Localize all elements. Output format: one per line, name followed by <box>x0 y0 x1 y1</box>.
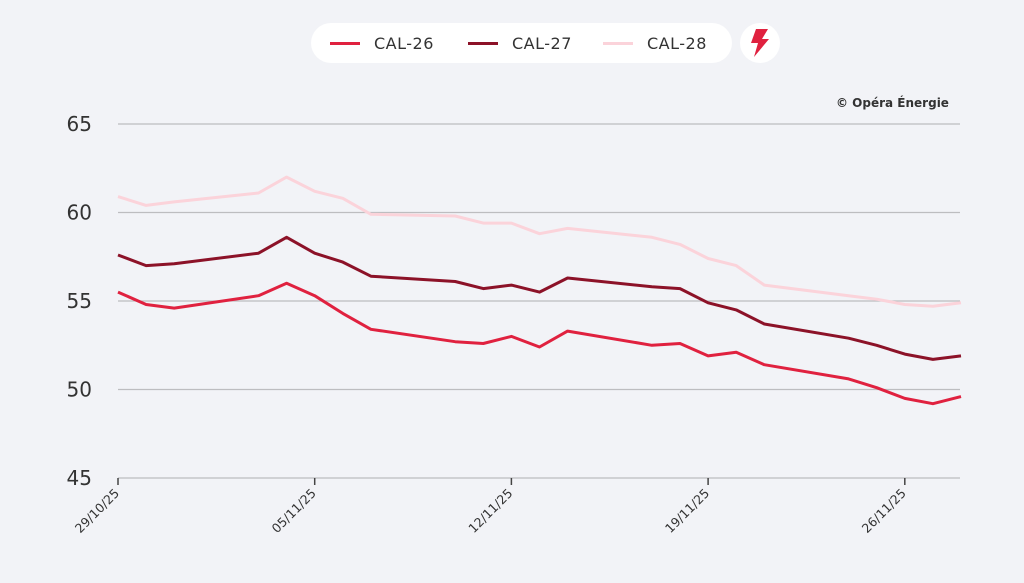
series-line-cal-27 <box>117 235 962 361</box>
lightning-bolt-icon <box>751 29 769 57</box>
series-line-cal-26 <box>117 281 962 406</box>
copyright: © Opéra Énergie <box>836 96 949 110</box>
x-tick-label: 19/11/25 <box>662 486 712 536</box>
legend-swatch <box>468 41 498 45</box>
legend-item-cal-28[interactable]: CAL-28 <box>603 23 707 63</box>
x-tick-label: 12/11/25 <box>465 486 515 536</box>
y-tick-label: 45 <box>67 466 92 490</box>
legend-label: CAL-26 <box>374 33 434 53</box>
legend-label: CAL-27 <box>512 33 572 53</box>
y-tick-label: 50 <box>67 378 92 402</box>
y-tick-label: 60 <box>67 201 92 225</box>
legend-swatch <box>330 41 360 45</box>
legend: CAL-26 CAL-27 CAL-28 <box>311 23 732 63</box>
x-tick-label: 05/11/25 <box>269 486 319 536</box>
legend-swatch <box>603 41 633 45</box>
series-line-cal-28 <box>117 175 962 308</box>
legend-label: CAL-28 <box>647 33 707 53</box>
y-tick-label: 55 <box>67 289 92 313</box>
y-tick-label: 65 <box>67 112 92 136</box>
x-tick-label: 29/10/25 <box>72 486 122 536</box>
energy-button[interactable] <box>740 23 780 63</box>
legend-item-cal-26[interactable]: CAL-26 <box>330 23 434 63</box>
legend-item-cal-27[interactable]: CAL-27 <box>468 23 572 63</box>
x-tick-label: 26/11/25 <box>859 486 909 536</box>
